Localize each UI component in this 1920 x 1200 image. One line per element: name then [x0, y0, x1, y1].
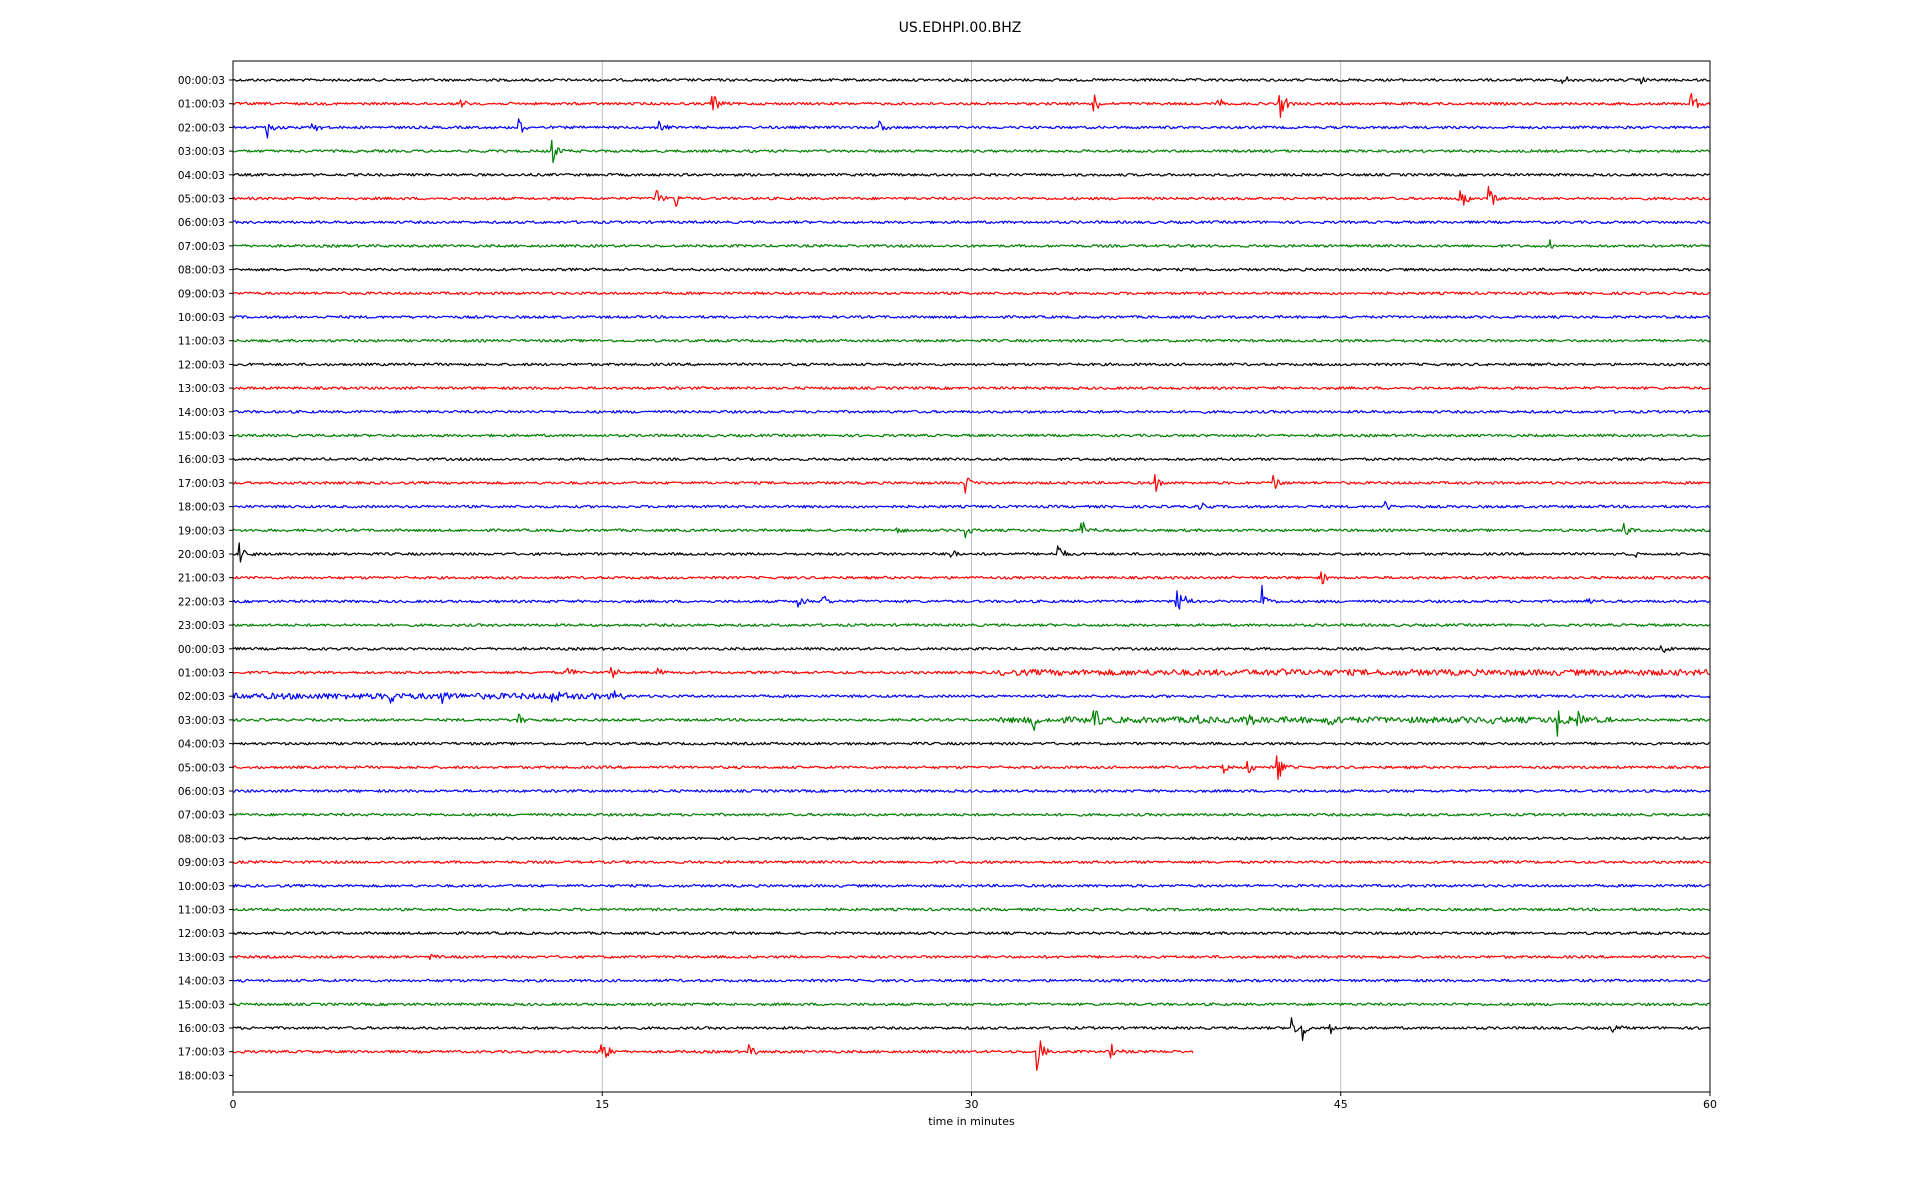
row-label: 16:00:03	[178, 1023, 225, 1035]
row-label: 22:00:03	[178, 596, 225, 608]
seismogram-trace	[232, 1002, 1711, 1007]
row-label: 00:00:03	[178, 644, 225, 656]
seismogram-trace	[232, 267, 1711, 272]
row-label: 02:00:03	[178, 122, 225, 134]
seismogram-trace	[232, 409, 1711, 414]
row-label: 09:00:03	[178, 857, 225, 869]
row-label: 07:00:03	[178, 241, 225, 253]
seismogram-trace	[232, 118, 1711, 139]
seismogram-trace	[232, 836, 1711, 841]
seismogram-trace	[232, 315, 1711, 319]
x-tick-label: 60	[1703, 1098, 1717, 1111]
seismogram-trace	[232, 690, 1711, 705]
row-label: 13:00:03	[178, 952, 225, 964]
row-label: 06:00:03	[178, 786, 225, 798]
seismogram-trace	[232, 92, 1711, 119]
row-label: 06:00:03	[178, 217, 225, 229]
seismogram-trace	[232, 139, 1711, 164]
row-label: 20:00:03	[178, 549, 225, 561]
row-label: 11:00:03	[178, 905, 225, 917]
seismogram-trace	[232, 978, 1711, 983]
axes-frame	[232, 60, 1711, 1093]
seismogram-trace	[232, 433, 1711, 438]
seismogram-trace	[232, 571, 1711, 585]
row-time-labels: 00:00:03 01:00:03 02:00:03 03:00:03 04:00:03…	[178, 75, 233, 1082]
seismogram-trace	[232, 1040, 1194, 1072]
row-label: 04:00:03	[178, 739, 225, 751]
seismogram-trace	[232, 185, 1711, 207]
row-label: 16:00:03	[178, 454, 225, 466]
seismogram-trace	[232, 239, 1711, 249]
row-label: 18:00:03	[178, 1070, 225, 1082]
row-label: 10:00:03	[178, 312, 225, 324]
row-label: 03:00:03	[178, 146, 225, 158]
row-label: 05:00:03	[178, 194, 225, 206]
seismogram-trace	[232, 521, 1711, 539]
seismogram-trace	[232, 883, 1711, 888]
row-label: 21:00:03	[178, 573, 225, 585]
row-label: 08:00:03	[178, 833, 225, 845]
chart-title: US.EDHPI.00.BHZ	[898, 20, 1022, 36]
seismogram-traces	[232, 76, 1711, 1072]
seismogram-trace	[232, 291, 1711, 296]
seismogram-trace	[232, 474, 1711, 494]
row-label: 17:00:03	[178, 478, 225, 490]
seismogram-trace	[232, 666, 1711, 679]
seismogram-trace	[233, 623, 1711, 628]
row-label: 14:00:03	[178, 407, 225, 419]
grid-lines	[601, 61, 1342, 1092]
x-tick-label: 30	[965, 1098, 979, 1111]
x-tick-label: 15	[595, 1098, 609, 1111]
row-label: 10:00:03	[178, 881, 225, 893]
seismogram-trace	[232, 172, 1711, 177]
seismogram-trace	[232, 362, 1711, 367]
x-axis-label: time in minutes	[928, 1115, 1015, 1128]
row-label: 15:00:03	[178, 999, 225, 1011]
row-label: 17:00:03	[178, 1047, 225, 1059]
seismogram-trace	[232, 500, 1711, 510]
seismogram-trace	[232, 907, 1711, 912]
row-label: 18:00:03	[178, 502, 225, 514]
row-label: 19:00:03	[178, 525, 225, 537]
seismogram-trace	[232, 645, 1711, 654]
seismogram-trace	[232, 76, 1711, 85]
row-label: 04:00:03	[178, 170, 225, 182]
row-label: 14:00:03	[178, 976, 225, 988]
seismogram-trace	[233, 386, 1710, 390]
row-label: 13:00:03	[178, 383, 225, 395]
seismogram-trace	[232, 789, 1711, 793]
row-label: 11:00:03	[178, 336, 225, 348]
seismogram-trace	[232, 931, 1711, 936]
row-label: 07:00:03	[178, 810, 225, 822]
row-label: 01:00:03	[178, 99, 225, 111]
row-label: 09:00:03	[178, 288, 225, 300]
row-label: 12:00:03	[178, 928, 225, 940]
row-label: 23:00:03	[178, 620, 225, 632]
seismogram-trace	[232, 542, 1710, 563]
seismogram-trace	[233, 220, 1711, 225]
seismogram-trace	[232, 860, 1710, 865]
row-label: 00:00:03	[178, 75, 225, 87]
x-axis-ticks: 0 15 30 45 60	[230, 1092, 1717, 1111]
x-tick-label: 0	[230, 1098, 237, 1111]
seismogram-trace	[232, 457, 1711, 462]
row-label: 03:00:03	[178, 715, 225, 727]
seismogram-trace	[232, 1017, 1711, 1042]
seismogram-trace	[232, 812, 1711, 817]
row-label: 05:00:03	[178, 762, 225, 774]
x-tick-label: 45	[1334, 1098, 1348, 1111]
row-label: 15:00:03	[178, 431, 225, 443]
seismogram-trace	[232, 338, 1711, 343]
row-label: 02:00:03	[178, 691, 225, 703]
row-label: 08:00:03	[178, 265, 225, 277]
seismogram-trace	[232, 953, 1711, 961]
seismogram-trace	[232, 741, 1711, 746]
row-label: 01:00:03	[178, 668, 225, 680]
seismogram-trace	[232, 710, 1711, 737]
seismogram-trace	[232, 755, 1711, 781]
row-label: 12:00:03	[178, 359, 225, 371]
seismogram-trace	[232, 584, 1711, 610]
